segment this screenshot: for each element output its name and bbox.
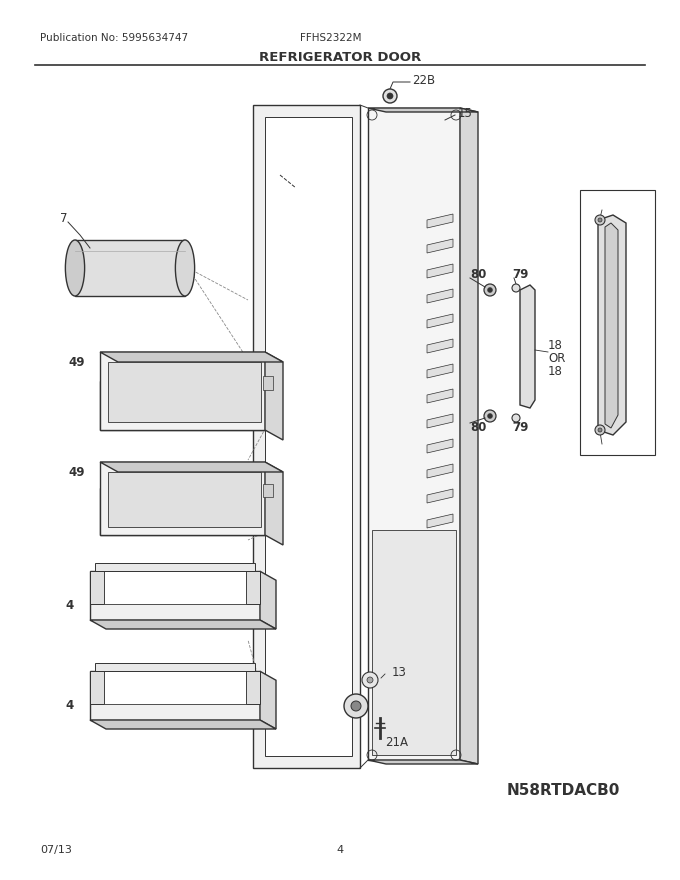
Polygon shape <box>427 464 453 478</box>
Circle shape <box>512 414 520 422</box>
Ellipse shape <box>65 240 84 296</box>
Polygon shape <box>427 339 453 353</box>
Text: 22B: 22B <box>412 74 435 86</box>
FancyBboxPatch shape <box>580 190 655 455</box>
Text: 22: 22 <box>328 718 343 731</box>
Text: 80: 80 <box>470 421 486 434</box>
Polygon shape <box>90 571 104 604</box>
Text: 4: 4 <box>65 598 73 612</box>
Text: 4: 4 <box>337 845 343 855</box>
Circle shape <box>351 701 361 711</box>
Circle shape <box>595 215 605 225</box>
Polygon shape <box>263 376 273 390</box>
Polygon shape <box>460 108 478 764</box>
Text: 49: 49 <box>68 356 84 369</box>
Text: 21: 21 <box>590 436 607 449</box>
Polygon shape <box>104 671 246 704</box>
Text: 79: 79 <box>512 421 528 434</box>
Text: 21: 21 <box>590 201 607 214</box>
Polygon shape <box>265 352 283 440</box>
Ellipse shape <box>175 240 194 296</box>
Circle shape <box>387 93 393 99</box>
Polygon shape <box>100 380 265 430</box>
Polygon shape <box>100 352 283 362</box>
Circle shape <box>367 677 373 683</box>
Circle shape <box>484 284 496 296</box>
Polygon shape <box>260 571 276 629</box>
Circle shape <box>484 410 496 422</box>
Polygon shape <box>427 389 453 403</box>
Polygon shape <box>605 223 618 428</box>
Text: FFHS2322M: FFHS2322M <box>300 33 362 43</box>
Circle shape <box>598 428 602 432</box>
Text: 07/13: 07/13 <box>40 845 72 855</box>
Polygon shape <box>368 760 478 764</box>
Polygon shape <box>90 671 260 720</box>
Circle shape <box>488 288 492 292</box>
Polygon shape <box>90 671 104 704</box>
Text: 4: 4 <box>65 699 73 712</box>
Polygon shape <box>75 240 185 296</box>
Polygon shape <box>427 314 453 328</box>
Polygon shape <box>95 664 255 671</box>
Polygon shape <box>427 489 453 503</box>
Polygon shape <box>108 472 261 527</box>
Polygon shape <box>372 530 456 755</box>
Polygon shape <box>246 671 260 704</box>
Polygon shape <box>90 620 276 629</box>
Polygon shape <box>427 214 453 228</box>
Polygon shape <box>427 239 453 253</box>
Polygon shape <box>427 514 453 528</box>
Text: 18: 18 <box>548 364 563 378</box>
Polygon shape <box>265 462 283 545</box>
Text: Publication No: 5995634747: Publication No: 5995634747 <box>40 33 188 43</box>
Polygon shape <box>100 462 265 535</box>
Polygon shape <box>95 563 255 571</box>
Polygon shape <box>246 571 260 604</box>
Text: 13: 13 <box>392 665 407 678</box>
Text: 49: 49 <box>68 466 84 479</box>
Circle shape <box>598 218 602 222</box>
Polygon shape <box>427 264 453 278</box>
Text: OR: OR <box>548 351 565 364</box>
Polygon shape <box>90 571 260 620</box>
Polygon shape <box>427 439 453 453</box>
Text: 7: 7 <box>60 211 67 224</box>
Polygon shape <box>265 117 352 756</box>
Polygon shape <box>263 484 273 496</box>
Polygon shape <box>520 285 535 408</box>
Text: N58RTDACB0: N58RTDACB0 <box>507 782 620 797</box>
Text: 21A: 21A <box>385 736 408 749</box>
Polygon shape <box>427 364 453 378</box>
Circle shape <box>512 284 520 292</box>
Circle shape <box>362 672 378 688</box>
Polygon shape <box>368 108 460 760</box>
Polygon shape <box>427 289 453 303</box>
Circle shape <box>488 414 492 419</box>
Text: 2: 2 <box>272 162 279 174</box>
Polygon shape <box>253 105 360 768</box>
Polygon shape <box>100 488 265 535</box>
Polygon shape <box>104 571 246 604</box>
Text: 18: 18 <box>548 339 563 351</box>
Text: 79: 79 <box>512 268 528 281</box>
Polygon shape <box>260 671 276 729</box>
Circle shape <box>595 425 605 435</box>
Text: 80: 80 <box>470 268 486 281</box>
Polygon shape <box>427 414 453 428</box>
Text: 15: 15 <box>458 106 473 120</box>
Polygon shape <box>100 352 265 430</box>
Circle shape <box>344 694 368 718</box>
Polygon shape <box>90 720 276 729</box>
Text: REFRIGERATOR DOOR: REFRIGERATOR DOOR <box>259 50 421 63</box>
Polygon shape <box>598 215 626 435</box>
Polygon shape <box>108 362 261 422</box>
Polygon shape <box>100 462 283 472</box>
Circle shape <box>383 89 397 103</box>
Polygon shape <box>368 108 478 112</box>
